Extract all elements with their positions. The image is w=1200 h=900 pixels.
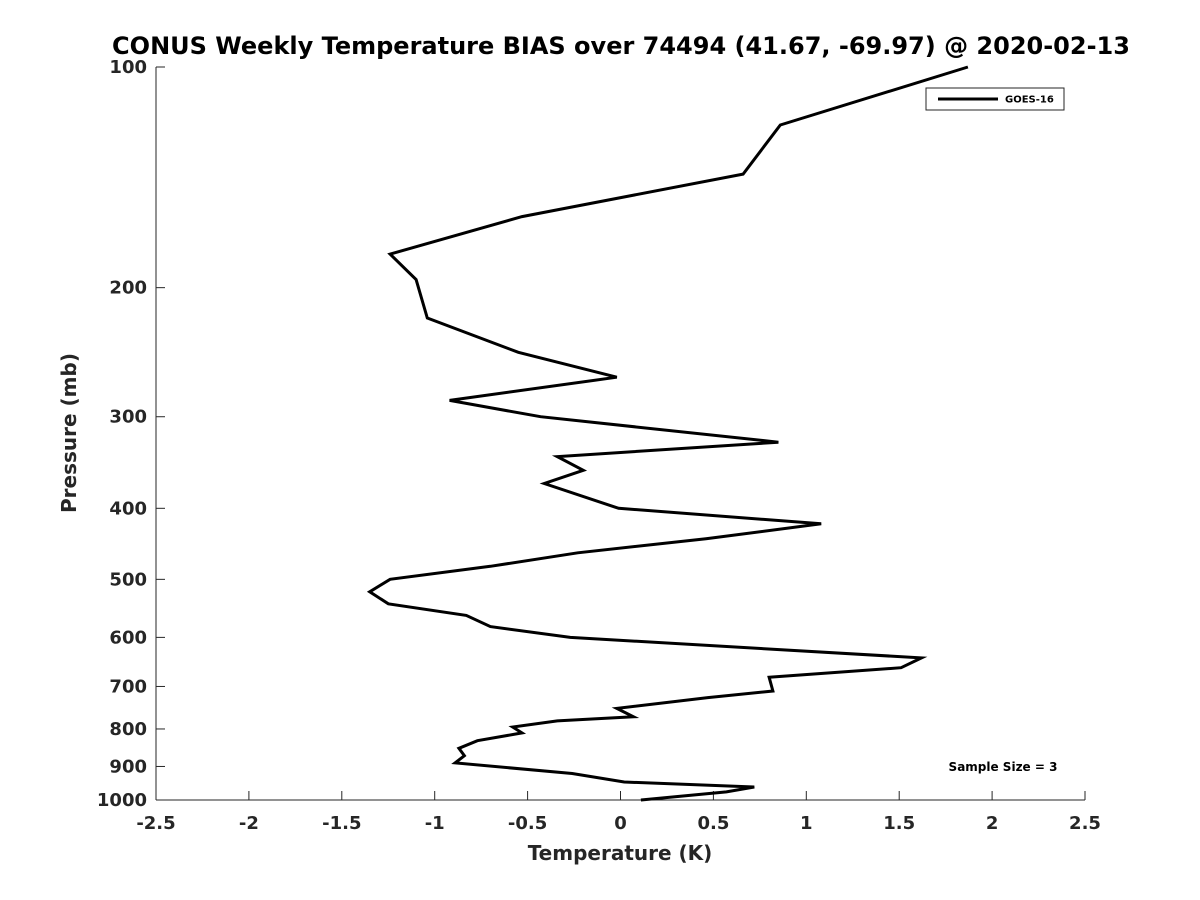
y-tick-label: 600 xyxy=(109,627,147,648)
x-axis-label: Temperature (K) xyxy=(528,841,713,865)
y-tick-label: 300 xyxy=(109,407,147,428)
y-tick-label: 400 xyxy=(109,498,147,519)
x-tick-label: -1 xyxy=(425,813,445,834)
x-tick-label: 2 xyxy=(986,813,999,834)
y-tick-label: 800 xyxy=(109,719,147,740)
series-line-goes-16 xyxy=(366,65,969,802)
legend-label: GOES-16 xyxy=(1005,95,1054,106)
x-ticks: -2.5 -2 -1.5 -1 -0.5 0 0.5 1 1.5 2 2.5 xyxy=(136,791,1101,834)
x-tick-label: 1.5 xyxy=(883,813,915,834)
x-tick-label: 1 xyxy=(800,813,813,834)
chart-title: CONUS Weekly Temperature BIAS over 74494… xyxy=(112,32,1130,60)
y-tick-label: 200 xyxy=(109,278,147,299)
y-tick-label: 500 xyxy=(109,569,147,590)
y-tick-label: 700 xyxy=(109,676,147,697)
x-tick-label: -2.5 xyxy=(136,813,175,834)
x-tick-label: 2.5 xyxy=(1069,813,1101,834)
y-tick-label: 100 xyxy=(109,57,147,78)
legend: GOES-16 xyxy=(925,87,1065,111)
x-tick-label: -0.5 xyxy=(508,813,547,834)
y-tick-label: 900 xyxy=(109,756,147,777)
sample-size-annotation: Sample Size = 3 xyxy=(949,760,1058,774)
y-axis-label: Pressure (mb) xyxy=(57,353,81,513)
y-ticks: 100 200 300 400 500 600 700 800 900 1000 xyxy=(97,57,165,811)
y-tick-label: 1000 xyxy=(97,790,147,811)
x-tick-label: 0 xyxy=(614,813,627,834)
x-tick-label: -2 xyxy=(239,813,259,834)
series-layer xyxy=(366,65,969,802)
x-tick-label: -1.5 xyxy=(322,813,361,834)
x-tick-label: 0.5 xyxy=(697,813,729,834)
plot-area xyxy=(156,67,1085,800)
